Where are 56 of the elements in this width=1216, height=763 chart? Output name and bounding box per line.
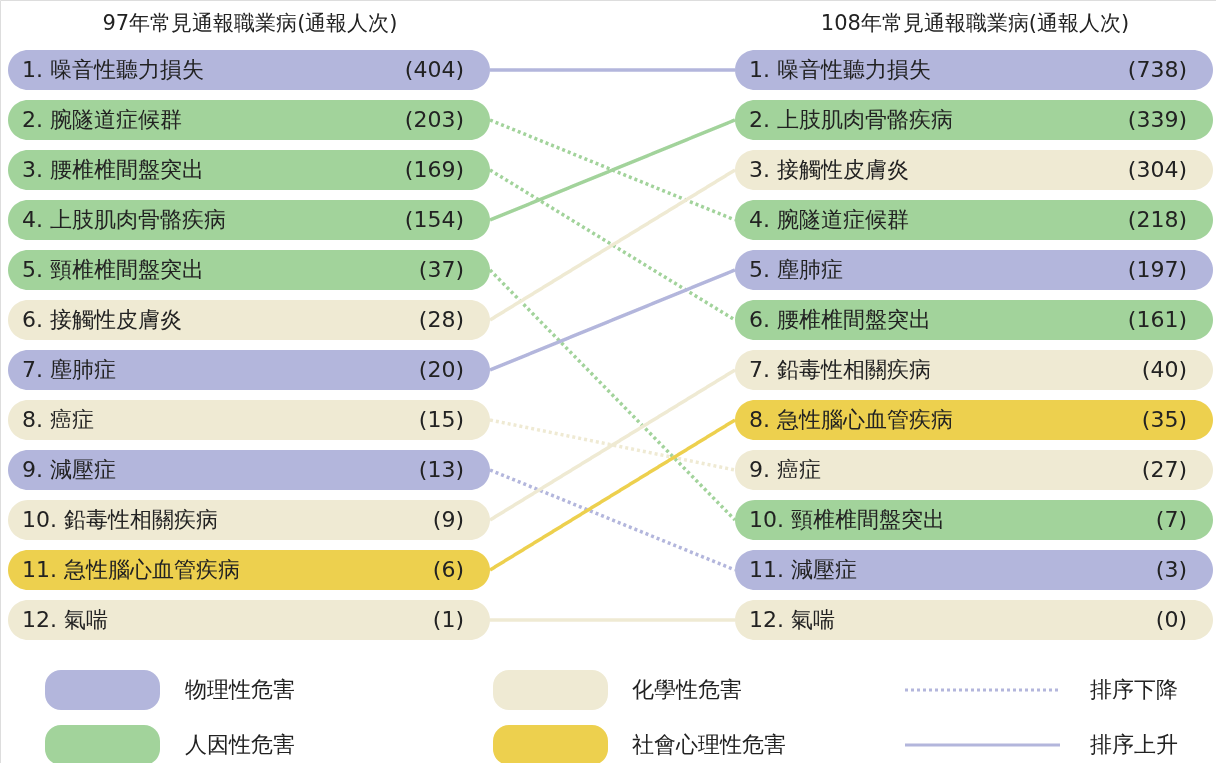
- text: 8. 癌症: [22, 407, 94, 432]
- category-label: 108年常見通報職業病(通報人次): [820, 11, 1130, 35]
- text: 化學性危害: [632, 677, 742, 702]
- text: 6. 接觸性皮膚炎: [22, 307, 182, 332]
- data-label: (161): [1127, 307, 1187, 332]
- text: 3. 接觸性皮膚炎: [749, 157, 909, 182]
- text: 7. 塵肺症: [22, 357, 116, 382]
- text: 排序下降: [1090, 677, 1178, 702]
- data-label: (1): [432, 607, 464, 632]
- data-label: (6): [432, 557, 464, 582]
- data-label: (13): [418, 457, 464, 482]
- data-label: (35): [1141, 407, 1187, 432]
- text: 6. 腰椎椎間盤突出: [749, 307, 931, 332]
- text: 5. 頸椎椎間盤突出: [22, 257, 204, 282]
- data-label: (404): [404, 57, 464, 82]
- text: 12. 氣喘: [22, 607, 108, 632]
- data-label: (738): [1127, 57, 1187, 82]
- data-label: (203): [404, 107, 464, 132]
- text: 10. 頸椎椎間盤突出: [749, 507, 945, 532]
- text: 1. 噪音性聽力損失: [749, 57, 931, 82]
- data-label: (0): [1155, 607, 1187, 632]
- text: 3. 腰椎椎間盤突出: [22, 157, 204, 182]
- data-label: (37): [418, 257, 464, 282]
- data-label: (20): [418, 357, 464, 382]
- text: 1. 噪音性聽力損失: [22, 57, 204, 82]
- data-label: (218): [1127, 207, 1187, 232]
- data-label: (15): [418, 407, 464, 432]
- data-label: (27): [1141, 457, 1187, 482]
- data-label: (169): [404, 157, 464, 182]
- text: 物理性危害: [185, 677, 295, 702]
- text: 11. 急性腦心血管疾病: [22, 557, 240, 582]
- text: 12. 氣喘: [749, 607, 835, 632]
- text: 11. 減壓症: [749, 557, 857, 582]
- text: 9. 減壓症: [22, 457, 116, 482]
- text: 4. 上肢肌肉骨骼疾病: [22, 207, 226, 232]
- text: 人因性危害: [185, 732, 295, 757]
- data-label: (154): [404, 207, 464, 232]
- text: 排序上升: [1090, 732, 1178, 757]
- text: 7. 鉛毒性相關疾病: [749, 357, 931, 382]
- data-label: (40): [1141, 357, 1187, 382]
- text: 4. 腕隧道症候群: [749, 207, 909, 232]
- text: 2. 腕隧道症候群: [22, 107, 182, 132]
- text: 10. 鉛毒性相關疾病: [22, 507, 218, 532]
- data-label: (197): [1127, 257, 1187, 282]
- data-label: (9): [432, 507, 464, 532]
- data-label: (7): [1155, 507, 1187, 532]
- text: 5. 塵肺症: [749, 257, 843, 282]
- text: 2. 上肢肌肉骨骼疾病: [749, 107, 953, 132]
- category-label: 97年常見通報職業病(通報人次): [102, 11, 398, 35]
- data-label: (304): [1127, 157, 1187, 182]
- data-label: (339): [1127, 107, 1187, 132]
- data-label: (28): [418, 307, 464, 332]
- text: 9. 癌症: [749, 457, 821, 482]
- text: 8. 急性腦心血管疾病: [749, 407, 953, 432]
- data-label: (3): [1155, 557, 1187, 582]
- text: 社會心理性危害: [632, 732, 786, 757]
